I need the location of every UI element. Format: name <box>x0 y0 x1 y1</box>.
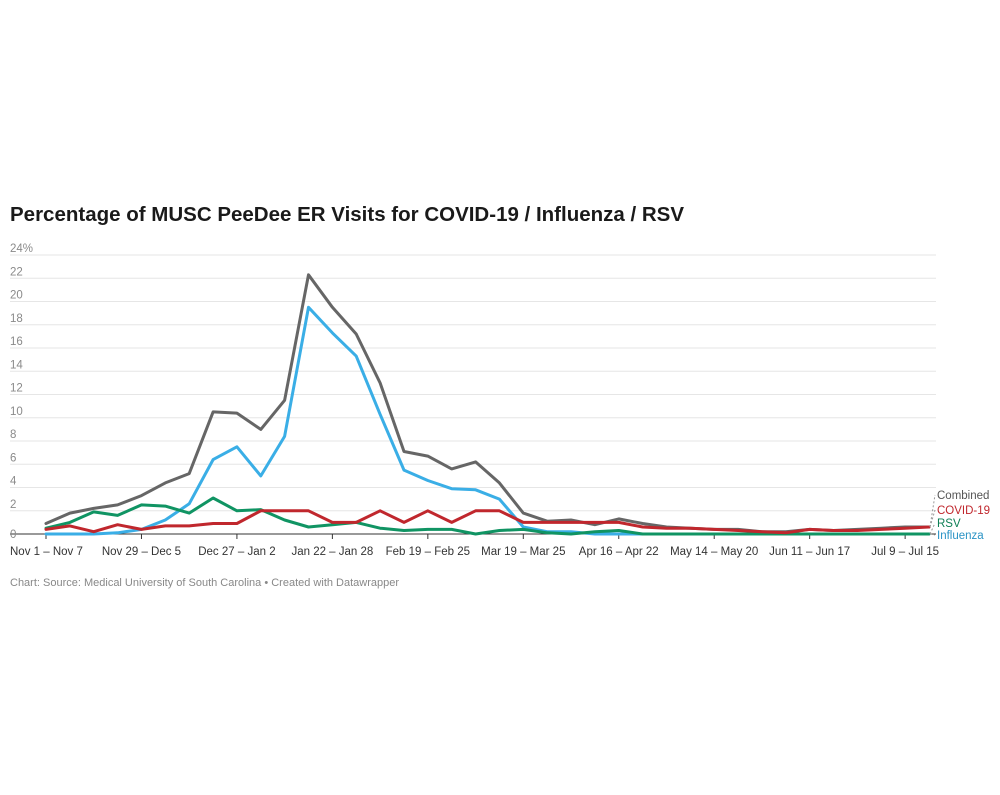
y-tick-label: 4 <box>10 476 17 488</box>
x-tick-label: Feb 19 – Feb 25 <box>386 546 470 558</box>
series-lines <box>44 273 931 536</box>
y-tick-label: 6 <box>10 452 16 464</box>
series-line-influenza <box>44 305 931 536</box>
series-line-covid-19 <box>44 509 931 535</box>
series-label-connector <box>929 509 936 528</box>
series-line-rsv <box>44 496 931 536</box>
x-tick-label: Mar 19 – Mar 25 <box>481 546 565 558</box>
y-tick-label: 20 <box>10 290 23 302</box>
series-label-covid-19: COVID-19 <box>937 505 990 517</box>
x-tick-label: Jan 22 – Jan 28 <box>291 546 373 558</box>
y-tick-label: 12 <box>10 383 23 395</box>
x-tick-label: Apr 16 – Apr 22 <box>579 546 659 558</box>
series-label-connector <box>929 494 936 528</box>
y-tick-label: 24% <box>10 243 33 255</box>
y-tick-label: 10 <box>10 406 23 418</box>
y-tick-label: 18 <box>10 313 23 325</box>
y-tick-label: 8 <box>10 429 16 441</box>
y-tick-label: 0 <box>10 529 16 541</box>
series-label-influenza: Influenza <box>937 530 984 542</box>
y-tick-label: 16 <box>10 336 23 348</box>
x-tick-label: Nov 29 – Dec 5 <box>102 546 181 558</box>
y-axis: 2 4 6 8 10 12 14 16 18 20 22 24% 0 <box>10 243 33 541</box>
series-label-connector <box>929 522 936 535</box>
x-tick-label: Nov 1 – Nov 7 <box>10 546 83 558</box>
y-tick-label: 2 <box>10 499 16 511</box>
gridlines <box>10 254 936 535</box>
series-label-combined: Combined <box>937 490 989 502</box>
x-tick-label: May 14 – May 20 <box>670 546 758 558</box>
y-tick-label: 14 <box>10 359 23 371</box>
x-tick-label: Jul 9 – Jul 15 <box>871 546 939 558</box>
series-label-connector <box>929 533 936 536</box>
chart-title: Percentage of MUSC PeeDee ER Visits for … <box>10 203 685 226</box>
x-tick-label: Jun 11 – Jun 17 <box>769 546 850 558</box>
y-tick-label: 22 <box>10 266 23 278</box>
x-tick-label: Dec 27 – Jan 2 <box>198 546 275 558</box>
x-axis: Nov 1 – Nov 7 Nov 29 – Dec 5 Dec 27 – Jan … <box>10 534 939 558</box>
series-label-rsv: RSV <box>937 518 961 530</box>
chart-footer: Chart: Source: Medical University of Sou… <box>10 577 400 589</box>
